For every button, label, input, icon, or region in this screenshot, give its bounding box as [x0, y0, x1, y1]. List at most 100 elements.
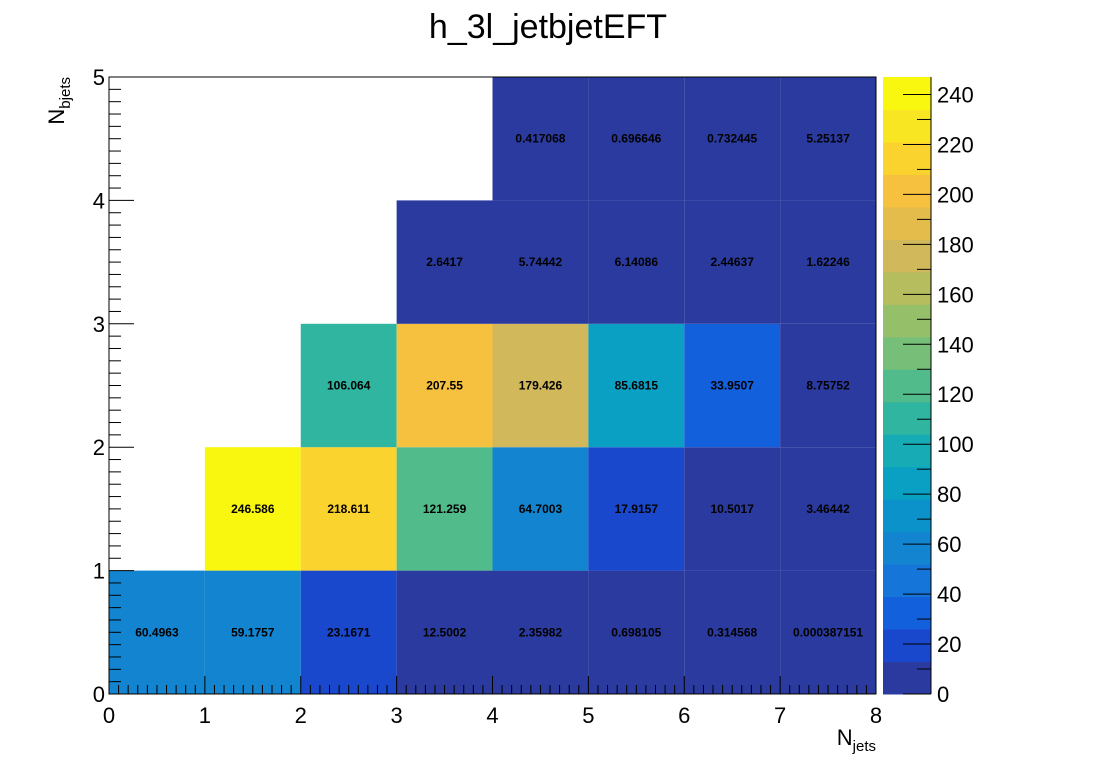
cell-label-6-2: 33.9507 — [710, 379, 754, 393]
color-scale-band — [883, 596, 931, 630]
color-scale-band — [883, 531, 931, 565]
z-tick-label: 160 — [937, 282, 974, 307]
cell-label-2-2: 106.064 — [327, 379, 371, 393]
heatmap-cell-4-1 — [492, 447, 589, 571]
color-scale-band — [883, 109, 931, 143]
y-tick-label: 3 — [93, 312, 105, 337]
cell-label-3-0: 12.5002 — [423, 625, 467, 639]
x-tick-label: 5 — [582, 703, 594, 728]
heatmap-cell-4-2 — [492, 323, 589, 448]
z-tick-label: 20 — [937, 632, 961, 657]
x-tick-label: 1 — [199, 703, 211, 728]
heatmap-cell-5-4 — [588, 77, 685, 201]
x-axis-title-main: N — [837, 725, 853, 750]
heatmap-cell-7-4 — [780, 77, 876, 201]
heatmap-cell-5-1 — [588, 447, 685, 571]
x-tick-label: 2 — [295, 703, 307, 728]
heatmap-cell-7-2 — [780, 323, 876, 448]
cell-label-5-1: 17.9157 — [615, 502, 659, 516]
z-tick-label: 180 — [937, 232, 974, 257]
heatmap-cell-3-1 — [396, 447, 493, 571]
color-scale-axis: 0 20 40 60 80 100 120 140 160 180 200 220 240 — [903, 82, 974, 707]
cell-label-3-3: 2.6417 — [426, 255, 463, 269]
x-tick-label: 8 — [870, 703, 882, 728]
heatmap-cell-5-2 — [588, 323, 685, 448]
color-scale-band — [883, 271, 931, 305]
z-tick-label: 220 — [937, 132, 974, 157]
y-axis-title-main: N — [44, 109, 69, 125]
heatmap-cell-6-0 — [684, 570, 781, 694]
x-tick-label: 0 — [103, 703, 115, 728]
color-scale-band — [883, 401, 931, 435]
cell-label-1-0: 59.1757 — [231, 625, 275, 639]
color-scale-band — [883, 141, 931, 175]
y-tick-label: 1 — [93, 559, 105, 584]
cell-label-5-4: 0.696646 — [611, 132, 661, 146]
cell-value-labels: 60.4963 59.1757 23.1671 12.5002 2.35982 0.698… — [135, 132, 863, 640]
heatmap-cell-2-0 — [300, 570, 397, 694]
x-tick-label: 4 — [486, 703, 498, 728]
cell-label-7-2: 8.75752 — [806, 379, 850, 393]
y-tick-label: 5 — [93, 65, 105, 90]
x-axis: 0 1 2 3 4 5 6 7 8 — [103, 676, 882, 728]
cell-label-7-3: 1.62246 — [806, 255, 850, 269]
y-tick-label: 0 — [93, 682, 105, 707]
cell-label-4-1: 64.7003 — [519, 502, 563, 516]
heatmap-cell-7-1 — [780, 447, 876, 571]
color-scale-band — [883, 336, 931, 370]
cell-label-3-2: 207.55 — [426, 379, 463, 393]
z-tick-label: 40 — [937, 582, 961, 607]
z-tick-label: 120 — [937, 382, 974, 407]
heatmap-cell-3-3 — [396, 200, 493, 324]
color-scale-band — [883, 629, 931, 663]
x-axis-title: Njets — [837, 725, 876, 755]
heatmap-cell-6-2 — [684, 323, 781, 448]
cell-label-3-1: 121.259 — [423, 502, 467, 516]
heatmap-cell-5-0 — [588, 570, 685, 694]
heatmap-cell-7-0 — [780, 570, 876, 694]
color-scale-band — [883, 661, 931, 695]
y-tick-label: 2 — [93, 435, 105, 460]
chart-title: h_3l_jetbjetEFT — [429, 8, 667, 46]
cell-label-1-1: 246.586 — [231, 502, 275, 516]
x-tick-label: 7 — [774, 703, 786, 728]
cell-label-6-0: 0.314568 — [707, 625, 757, 639]
heatmap-cell-1-0 — [204, 570, 301, 694]
cell-label-7-1: 3.46442 — [806, 502, 850, 516]
x-tick-label: 3 — [391, 703, 403, 728]
heatmap-cell-6-1 — [684, 447, 781, 571]
cell-label-4-4: 0.417068 — [515, 132, 565, 146]
cell-label-4-0: 2.35982 — [519, 625, 563, 639]
heatmap-cell-6-3 — [684, 200, 781, 324]
y-tick-label: 4 — [93, 188, 105, 213]
z-tick-label: 240 — [937, 82, 974, 107]
color-scale-bar — [883, 77, 932, 695]
color-scale-band — [883, 206, 931, 240]
cell-label-4-3: 5.74442 — [519, 255, 563, 269]
color-scale-band — [883, 174, 931, 208]
heatmap-cells — [109, 77, 876, 694]
y-axis: 0 1 2 3 4 5 — [93, 65, 134, 707]
cell-label-7-4: 5.25137 — [806, 132, 850, 146]
y-axis-title-subscript: bjets — [57, 77, 74, 109]
cell-label-4-2: 179.426 — [519, 379, 563, 393]
heatmap-cell-2-2 — [300, 323, 397, 448]
heatmap-cell-6-4 — [684, 77, 781, 201]
cell-label-5-3: 6.14086 — [615, 255, 659, 269]
cell-label-2-0: 23.1671 — [327, 625, 371, 639]
x-tick-label: 6 — [678, 703, 690, 728]
color-scale-band — [883, 434, 931, 468]
color-scale-band — [883, 499, 931, 533]
heatmap-cell-3-2 — [396, 323, 493, 448]
z-tick-label: 200 — [937, 182, 974, 207]
heatmap-cell-4-4 — [492, 77, 589, 201]
z-tick-label: 140 — [937, 332, 974, 357]
color-scale-band — [883, 304, 931, 338]
cell-label-6-3: 2.44637 — [710, 255, 754, 269]
color-scale-band — [883, 369, 931, 403]
x-axis-title-subscript: jets — [852, 738, 876, 755]
heatmap-cell-1-1 — [204, 447, 301, 571]
y-axis-title: Nbjets — [44, 77, 74, 125]
heatmap-cell-0-0 — [109, 570, 205, 694]
